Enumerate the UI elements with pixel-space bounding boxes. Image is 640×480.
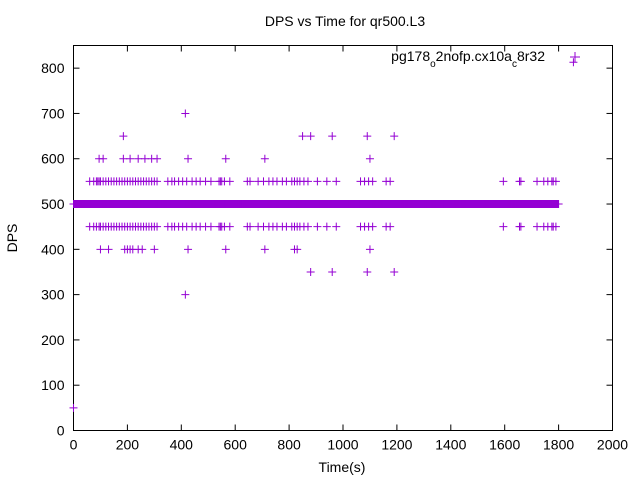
x-tick-label: 1200 — [381, 437, 412, 453]
data-point — [138, 245, 147, 254]
data-point — [569, 58, 578, 67]
x-tick-label: 1800 — [543, 437, 574, 453]
data-point — [368, 177, 377, 186]
data-point — [533, 177, 542, 186]
data-point — [365, 245, 374, 254]
data-point — [246, 222, 255, 231]
data-point — [554, 200, 563, 209]
data-point — [206, 222, 215, 231]
y-tick-label: 500 — [41, 196, 65, 212]
data-point — [322, 177, 331, 186]
data-point — [551, 222, 560, 231]
data-point — [99, 154, 108, 163]
y-tick-label: 200 — [41, 332, 65, 348]
y-tick-label: 700 — [41, 105, 65, 121]
data-point — [69, 403, 78, 412]
data-point — [225, 177, 234, 186]
x-tick-label: 1400 — [435, 437, 466, 453]
data-point — [246, 177, 255, 186]
data-point — [119, 132, 128, 141]
x-tick-label: 1600 — [489, 437, 520, 453]
data-point — [153, 154, 162, 163]
data-point — [365, 154, 374, 163]
data-point — [119, 154, 128, 163]
data-point — [206, 177, 215, 186]
plot-frame — [73, 45, 613, 431]
data-point — [322, 222, 331, 231]
data-point — [386, 177, 395, 186]
x-tick-label: 600 — [224, 437, 248, 453]
data-point — [221, 245, 230, 254]
data-point — [104, 245, 113, 254]
data-point — [260, 154, 269, 163]
data-point — [390, 267, 399, 276]
data-point — [516, 222, 525, 231]
y-tick-label: 300 — [41, 287, 65, 303]
data-point — [293, 245, 302, 254]
data-point — [328, 267, 337, 276]
x-tick-label: 0 — [70, 437, 78, 453]
legend-text-part: 8r32 — [517, 48, 545, 64]
data-point — [551, 177, 560, 186]
data-point — [150, 245, 159, 254]
y-axis-label: DPS — [4, 224, 20, 253]
legend-marker — [570, 52, 580, 62]
data-point — [390, 132, 399, 141]
data-point — [363, 267, 372, 276]
data-point — [328, 132, 337, 141]
data-point — [313, 222, 322, 231]
legend-subscript: c — [512, 59, 517, 70]
data-point — [96, 245, 105, 254]
data-point — [225, 222, 234, 231]
data-point — [306, 132, 315, 141]
data-point — [184, 154, 193, 163]
x-tick-label: 1000 — [327, 437, 358, 453]
data-point — [153, 177, 162, 186]
data-point — [126, 154, 135, 163]
data-point — [313, 177, 322, 186]
x-tick-label: 200 — [116, 437, 140, 453]
legend-subscript: o — [430, 59, 436, 70]
x-tick-label: 800 — [277, 437, 301, 453]
data-point — [181, 290, 190, 299]
data-point — [306, 267, 315, 276]
data-point — [303, 222, 312, 231]
data-point — [134, 154, 143, 163]
data-point — [499, 222, 508, 231]
data-point — [533, 222, 542, 231]
legend-series-label: pg178o2nofp.cx10ac8r32 — [391, 48, 545, 70]
data-point — [368, 222, 377, 231]
data-point — [516, 177, 525, 186]
data-point — [181, 109, 190, 118]
x-tick-label: 2000 — [597, 437, 628, 453]
data-point — [140, 154, 149, 163]
legend: pg178o2nofp.cx10ac8r32 — [391, 48, 580, 70]
data-point — [153, 222, 162, 231]
data-point — [386, 222, 395, 231]
y-tick-label: 400 — [41, 241, 65, 257]
data-point — [303, 177, 312, 186]
data-point — [499, 177, 508, 186]
y-tick-labels: 0 100 200 300 400 500 600 700 800 — [41, 60, 65, 438]
data-point — [363, 132, 372, 141]
axis-ticks — [73, 45, 613, 431]
y-tick-label: 800 — [41, 60, 65, 76]
legend-text-part: pg178 — [391, 48, 430, 64]
legend-text-part: 2nofp.cx10a — [436, 48, 512, 64]
data-point — [221, 154, 230, 163]
y-tick-label: 100 — [41, 377, 65, 393]
chart-title: DPS vs Time for qr500.L3 — [265, 13, 426, 29]
x-axis-label: Time(s) — [319, 459, 366, 475]
data-points — [69, 58, 578, 412]
y-tick-label: 0 — [57, 423, 65, 439]
y-tick-label: 600 — [41, 151, 65, 167]
x-tick-label: 400 — [170, 437, 194, 453]
x-tick-labels: 0 200 400 600 800 1000 1200 1400 1600 1800 2000 — [70, 437, 629, 453]
data-point — [184, 245, 193, 254]
data-point — [260, 245, 269, 254]
data-point — [332, 177, 341, 186]
data-point — [298, 132, 307, 141]
data-point — [332, 222, 341, 231]
